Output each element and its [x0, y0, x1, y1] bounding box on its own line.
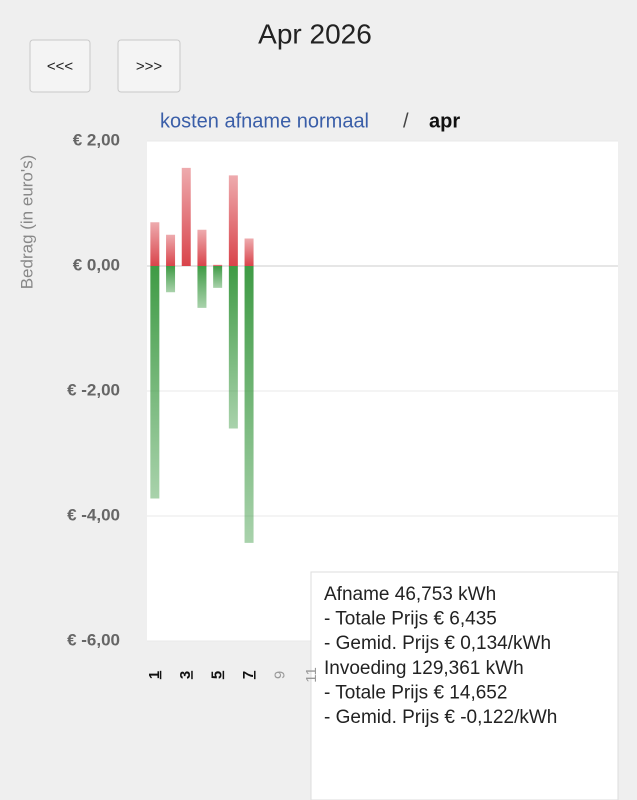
tooltip-line: - Gemid. Prijs € 0,134/kWh — [324, 633, 551, 654]
breadcrumb-current: apr — [429, 110, 460, 132]
breadcrumb-link[interactable]: kosten afname normaal — [160, 110, 369, 132]
x-tick-label: 7 — [240, 671, 257, 679]
bar — [228, 175, 238, 266]
tooltip-line: - Totale Prijs € 14,652 — [324, 682, 507, 703]
x-tick-label: 11 — [303, 667, 320, 683]
x-tick-label: 9 — [271, 671, 288, 679]
plot — [147, 140, 618, 642]
x-tick-label: 1 — [146, 671, 163, 679]
tooltip-line: Afname 46,753 kWh — [324, 584, 496, 605]
y-tick-label: € 0,00 — [73, 255, 120, 274]
tooltip-line: Invoeding 129,361 kWh — [324, 658, 524, 679]
tooltip-line: - Gemid. Prijs € -0,122/kWh — [324, 707, 557, 728]
y-tick-label: € -4,00 — [67, 505, 120, 524]
bar — [244, 238, 254, 266]
bar — [228, 266, 238, 429]
bar — [166, 234, 176, 266]
bar — [213, 264, 223, 266]
prev-button[interactable]: <<< — [29, 39, 91, 93]
prev-button-label[interactable]: <<< — [47, 58, 74, 75]
bar — [197, 229, 207, 266]
x-tick-label: 3 — [177, 671, 194, 679]
breadcrumb-separator: / — [403, 110, 409, 132]
bar — [213, 266, 223, 288]
y-tick-label: € -2,00 — [67, 380, 120, 399]
next-button[interactable]: >>> — [117, 39, 181, 93]
bar — [166, 266, 176, 293]
page-title: Apr 2026 — [258, 18, 372, 49]
y-tick-label: € 2,00 — [73, 130, 120, 149]
y-tick-label: € -6,00 — [67, 630, 120, 649]
tooltip-line: - Totale Prijs € 6,435 — [324, 609, 497, 630]
tooltip-box — [310, 571, 619, 800]
next-button-box[interactable] — [117, 39, 181, 93]
bar — [197, 266, 207, 308]
bar — [244, 266, 254, 543]
y-axis-title: Bedrag (in euro's) — [17, 155, 36, 290]
prev-button-box[interactable] — [29, 39, 91, 93]
tooltip: Afname 46,753 kWh - Totale Prijs € 6,435 -… — [324, 584, 557, 728]
bar — [150, 222, 160, 266]
bar — [150, 266, 160, 499]
x-tick-label: 5 — [209, 671, 226, 679]
next-button-label[interactable]: >>> — [136, 58, 163, 75]
bar — [181, 167, 191, 266]
